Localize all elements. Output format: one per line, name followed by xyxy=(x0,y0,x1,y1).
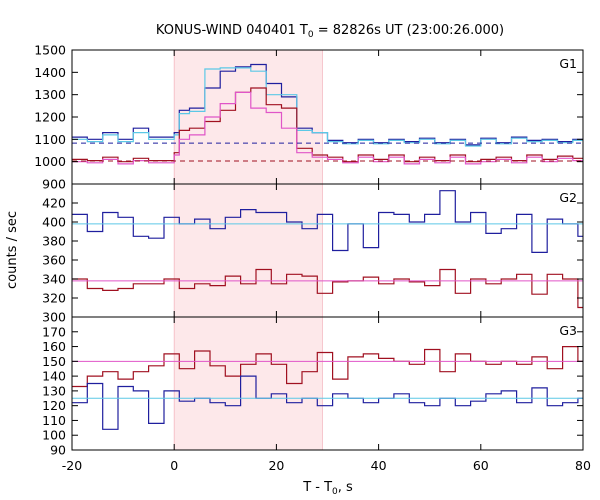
x-axis-label: T - T0, s xyxy=(302,480,353,497)
g3-y-tick-label: 90 xyxy=(50,443,66,458)
g1-y-tick-label: 1200 xyxy=(34,110,66,125)
g3-y-tick-label: 130 xyxy=(42,383,66,398)
g2-series-0 xyxy=(72,190,583,253)
g2-y-tick-label: 380 xyxy=(42,234,66,249)
g3-y-tick-label: 170 xyxy=(42,324,66,339)
x-tick-label: 0 xyxy=(170,458,178,473)
g1-y-tick-label: 1500 xyxy=(34,43,66,58)
g1-y-tick-label: 900 xyxy=(42,177,66,192)
x-tick-label: -20 xyxy=(62,458,82,473)
g2-y-tick-label: 400 xyxy=(42,215,66,230)
g3-y-tick-label: 140 xyxy=(42,369,66,384)
x-tick-label: 60 xyxy=(473,458,489,473)
g2-y-tick-label: 340 xyxy=(42,272,66,287)
g3-series-1 xyxy=(72,375,583,430)
g2-panel-frame xyxy=(71,183,584,318)
g1-series-1 xyxy=(72,67,583,147)
g1-series-3 xyxy=(72,91,583,165)
g3-y-tick-label: 120 xyxy=(42,398,66,413)
g3-y-tick-label: 150 xyxy=(42,354,66,369)
g3-y-tick-label: 100 xyxy=(42,428,66,443)
g1-y-tick-label: 1300 xyxy=(34,87,66,102)
x-tick-label: 80 xyxy=(575,458,591,473)
g2-y-tick-label: 300 xyxy=(42,310,66,325)
g1-panel-frame xyxy=(71,49,584,185)
g3-y-tick-label: 160 xyxy=(42,339,66,354)
g1-series-2 xyxy=(72,87,583,163)
y-axis-label: counts / sec xyxy=(5,211,20,289)
g2-panel-label: G2 xyxy=(559,190,577,205)
x-tick-label: 40 xyxy=(371,458,387,473)
burst-interval-highlight xyxy=(174,50,323,450)
x-tick-label: 20 xyxy=(268,458,284,473)
g1-y-tick-label: 1400 xyxy=(34,65,66,80)
g1-y-tick-label: 1000 xyxy=(34,154,66,169)
chart-title: KONUS-WIND 040401 T0 = 82826s UT (23:00:… xyxy=(156,23,504,40)
g2-y-tick-label: 320 xyxy=(42,291,66,306)
g3-panel-frame xyxy=(71,316,584,451)
g1-panel-label: G1 xyxy=(559,56,577,71)
g2-y-tick-label: 360 xyxy=(42,253,66,268)
g2-series-1 xyxy=(72,268,583,309)
g3-panel-label: G3 xyxy=(559,323,577,338)
g1-y-tick-label: 1100 xyxy=(34,132,66,147)
g3-y-tick-label: 110 xyxy=(42,413,66,428)
g2-y-tick-label: 420 xyxy=(42,196,66,211)
g3-series-0 xyxy=(72,346,583,388)
